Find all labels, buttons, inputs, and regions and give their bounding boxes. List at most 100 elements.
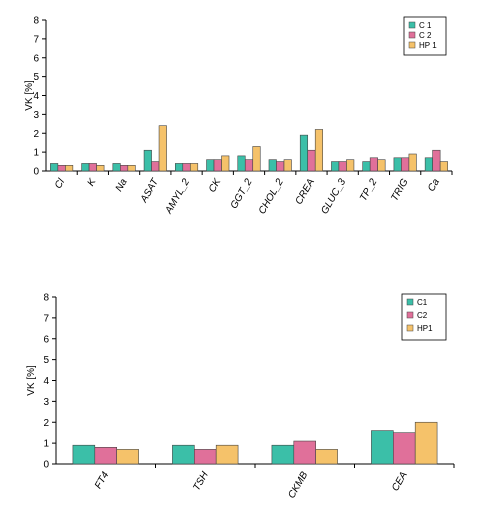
x-category-label: GGT_2	[229, 177, 255, 211]
x-category-label: Na	[114, 177, 130, 194]
chart-top: VK [%] 0 1 2 3 4 5 6 7 8 Cl K Na ASAT AMYL_2 CK GGT_2 CHO…	[4, 2, 474, 234]
bar-c2-cl	[57, 165, 66, 172]
y-tick-label: 3	[43, 397, 49, 408]
bar-c1-ft4	[72, 444, 96, 465]
bar-c1-cea	[371, 430, 394, 465]
bar-hp1-gluc_3	[346, 159, 355, 172]
bar-c1-tsh	[172, 444, 195, 465]
bar-hp1-ft4	[116, 449, 139, 465]
bar-c2-ggt_2	[244, 159, 254, 172]
bar-c2-ck	[213, 159, 222, 172]
bar-hp1-tp_2	[377, 159, 386, 172]
y-axis-label: VK [%]	[26, 365, 37, 396]
x-category-label: TRIG	[389, 177, 411, 203]
bar-c1-asat	[143, 149, 152, 172]
y-tick-label: 3	[33, 110, 39, 121]
bar-hp1-asat	[158, 125, 167, 172]
bar-hp1-ckmb	[315, 449, 338, 465]
bar-c2-k	[88, 163, 97, 172]
y-tick-label: 2	[43, 418, 49, 429]
bar-c2-ft4	[94, 447, 117, 465]
bar-c2-tsh	[194, 449, 217, 465]
bar-hp1-amyl_2	[189, 163, 199, 172]
bar-c2-amyl_2	[182, 163, 191, 172]
bar-c1-na	[112, 163, 121, 172]
bar-c1-trig	[393, 157, 402, 172]
y-axis-label: VK [%]	[24, 80, 35, 111]
y-tick-label: 0	[43, 460, 49, 471]
x-category-label: FT4	[93, 470, 112, 491]
y-tick-label: 0	[33, 167, 39, 178]
bar-c2-cea	[393, 432, 416, 465]
x-category-label: CREA	[294, 177, 318, 207]
bar-hp1-ggt_2	[252, 146, 261, 172]
bar-c1-crea	[299, 134, 309, 172]
bar-c2-ckmb	[293, 440, 316, 465]
bar-hp1-ca	[439, 161, 448, 172]
bar-c1-k	[81, 163, 90, 172]
y-tick-label: 2	[33, 129, 39, 140]
x-category-label: CEA	[390, 470, 410, 494]
x-category-label: K	[86, 176, 100, 188]
bar-c1-ggt_2	[237, 155, 246, 172]
x-category-label: CKMB	[286, 470, 310, 501]
bar-hp1-na	[127, 165, 136, 172]
bar-c2-chol_2	[276, 161, 285, 172]
legend-swatch	[406, 324, 414, 332]
bar-c1-tp_2	[362, 161, 371, 172]
y-tick-label: 4	[43, 376, 49, 387]
x-category-label: CK	[207, 176, 224, 195]
legend-label: C1	[417, 298, 428, 307]
y-tick-label: 1	[43, 439, 49, 450]
y-tick-label: 8	[43, 293, 49, 304]
legend: C1 C2 HP1	[401, 293, 447, 341]
bar-c2-crea	[307, 149, 316, 172]
y-tick-label: 4	[33, 91, 39, 102]
x-category-label: Cl	[53, 176, 68, 190]
bar-c2-na	[120, 165, 129, 172]
x-category-label: Ca	[426, 177, 442, 194]
bar-c1-ck	[206, 159, 215, 172]
legend-swatch	[406, 311, 414, 319]
chart-bottom: VK [%] 0 1 2 3 4 5 6 7 8 FT4 TSH CKMB CEA C1 C2 HP1	[4, 282, 474, 514]
bar-c1-amyl_2	[174, 163, 184, 172]
bar-hp1-trig	[408, 153, 417, 172]
bar-hp1-k	[96, 165, 105, 172]
y-tick-label: 5	[43, 355, 49, 366]
x-category-label: TP_2	[358, 177, 380, 204]
bar-hp1-tsh	[215, 444, 239, 465]
x-category-label: TSH	[191, 469, 211, 492]
bar-c1-chol_2	[268, 159, 277, 172]
y-tick-label: 7	[33, 34, 39, 45]
bar-hp1-ck	[221, 155, 230, 172]
y-tick-label: 1	[33, 148, 39, 159]
bar-c2-tp_2	[369, 157, 378, 172]
bar-c1-ckmb	[271, 444, 295, 465]
bar-hp1-cea	[414, 421, 438, 465]
bar-c1-gluc_3	[331, 161, 340, 172]
y-tick-label: 7	[43, 313, 49, 324]
legend-label: C 1	[419, 21, 432, 30]
bar-c2-trig	[401, 157, 410, 172]
bar-c2-ca	[432, 149, 441, 172]
legend-swatch	[408, 31, 416, 39]
bar-hp1-cl	[65, 165, 74, 172]
legend: C 1C 2HP 1	[403, 16, 447, 56]
bar-c1-cl	[50, 163, 59, 172]
y-tick-label: 8	[33, 16, 39, 27]
y-tick-label: 6	[33, 53, 39, 64]
x-category-label: ASAT	[138, 176, 161, 205]
legend-swatch	[408, 41, 416, 49]
y-tick-label: 5	[33, 72, 39, 83]
legend-label: HP1	[417, 324, 433, 333]
bar-c2-gluc_3	[338, 161, 347, 172]
x-category-label: GLUC_3	[319, 177, 348, 217]
legend-label: C 2	[419, 31, 432, 40]
legend-label: C2	[417, 311, 428, 320]
bar-c2-asat	[151, 161, 160, 172]
bar-hp1-chol_2	[283, 159, 292, 172]
x-category-label: AMYL_2	[163, 177, 192, 217]
bar-hp1-crea	[314, 129, 324, 172]
y-tick-label: 6	[43, 334, 49, 345]
chart-bottom-svg: VK [%] 0 1 2 3 4 5 6 7 8 FT4 TSH CKMB CEA C1 C2 HP1	[26, 293, 455, 501]
